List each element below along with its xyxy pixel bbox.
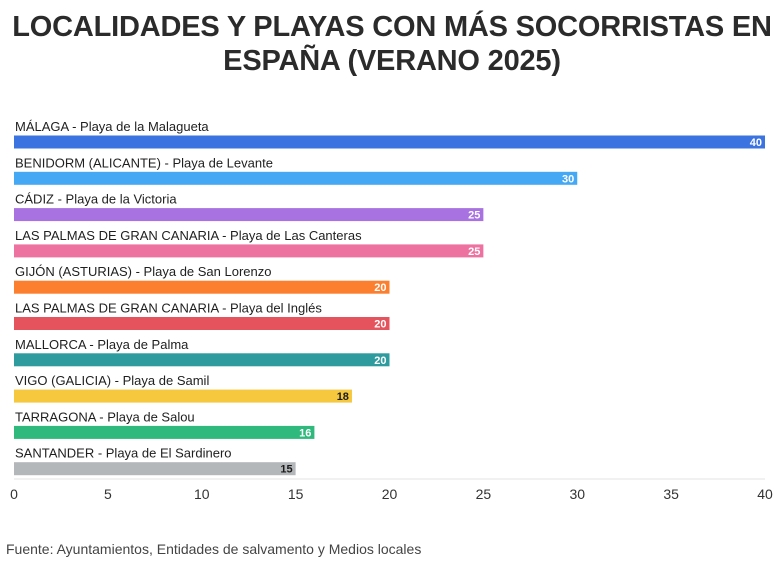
category-label: MÁLAGA - Playa de la Malagueta bbox=[15, 119, 209, 134]
chart-title: LOCALIDADES Y PLAYAS CON MÁS SOCORRISTAS… bbox=[0, 10, 784, 78]
data-label: 20 bbox=[374, 319, 386, 331]
category-label: SANTANDER - Playa de El Sardinero bbox=[15, 446, 232, 461]
source-note: Fuente: Ayuntamientos, Entidades de salv… bbox=[6, 541, 422, 557]
category-label: VIGO (GALICIA) - Playa de Samil bbox=[15, 373, 209, 388]
bar bbox=[14, 280, 390, 294]
bar bbox=[14, 244, 484, 258]
data-label: 25 bbox=[468, 246, 480, 258]
category-label: LAS PALMAS DE GRAN CANARIA - Playa del I… bbox=[15, 301, 322, 316]
x-tick-label: 15 bbox=[288, 486, 304, 502]
data-label: 15 bbox=[280, 464, 292, 476]
x-tick-label: 0 bbox=[10, 486, 18, 502]
category-label: MALLORCA - Playa de Palma bbox=[15, 337, 189, 352]
x-tick-label: 20 bbox=[382, 486, 398, 502]
bar bbox=[14, 171, 578, 185]
category-label: CÁDIZ - Playa de la Victoria bbox=[15, 192, 177, 207]
x-tick-label: 40 bbox=[757, 486, 773, 502]
data-label: 20 bbox=[374, 355, 386, 367]
category-label: LAS PALMAS DE GRAN CANARIA - Playa de La… bbox=[15, 228, 362, 243]
bar bbox=[14, 462, 296, 476]
bar bbox=[14, 425, 315, 439]
data-label: 18 bbox=[337, 391, 349, 403]
bar bbox=[14, 135, 765, 149]
category-label: GIJÓN (ASTURIAS) - Playa de San Lorenzo bbox=[15, 264, 271, 279]
x-tick-label: 10 bbox=[194, 486, 210, 502]
category-label: BENIDORM (ALICANTE) - Playa de Levante bbox=[15, 155, 273, 170]
bar bbox=[14, 353, 390, 367]
data-label: 30 bbox=[562, 173, 574, 185]
bar bbox=[14, 208, 484, 222]
x-tick-label: 5 bbox=[104, 486, 112, 502]
bar bbox=[14, 389, 352, 403]
category-label: TARRAGONA - Playa de Salou bbox=[15, 409, 195, 424]
title-line-1: LOCALIDADES Y PLAYAS CON MÁS SOCORRISTAS… bbox=[12, 11, 772, 43]
bar bbox=[14, 317, 390, 330]
data-label: 40 bbox=[750, 137, 762, 149]
data-label: 25 bbox=[468, 210, 480, 222]
x-tick-label: 30 bbox=[569, 486, 585, 502]
data-label: 20 bbox=[374, 282, 386, 294]
x-tick-label: 25 bbox=[476, 486, 492, 502]
data-label: 16 bbox=[299, 427, 311, 439]
x-tick-label: 35 bbox=[663, 486, 679, 502]
title-line-2: ESPAÑA (VERANO 2025) bbox=[223, 45, 561, 77]
